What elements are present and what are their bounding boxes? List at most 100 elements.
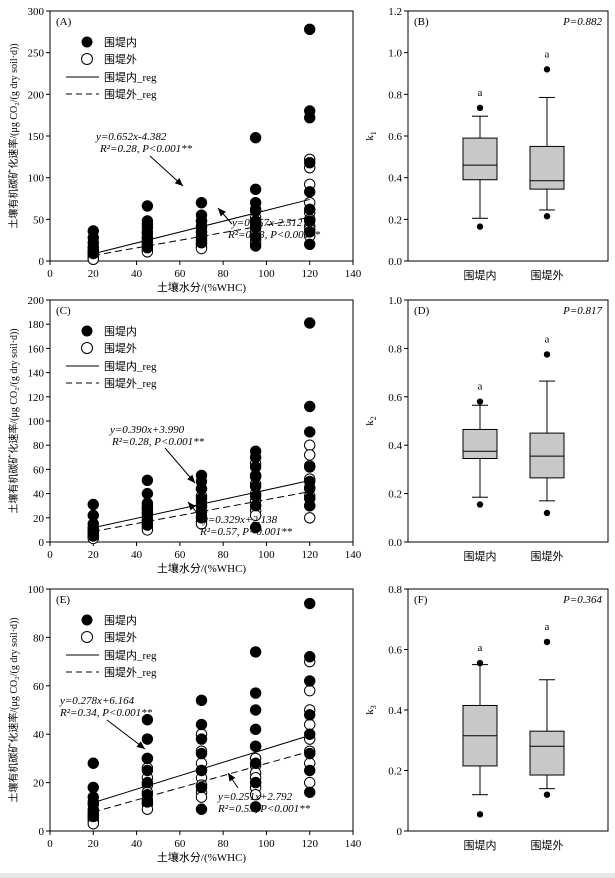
legend-marker-filled	[81, 325, 93, 337]
regression-line-outside	[93, 491, 310, 532]
panel-label: (E)	[56, 594, 70, 606]
y-tick-label: 0.4	[388, 173, 402, 185]
x-tick-label: 120	[301, 549, 318, 561]
y-axis-label: k2	[364, 416, 378, 426]
data-point-inside	[195, 718, 208, 731]
outlier-point	[476, 811, 484, 818]
regression-line-outside	[93, 216, 310, 256]
x-tick-label: 120	[301, 838, 318, 850]
category-label: 围堤外	[531, 550, 564, 563]
data-point-inside	[304, 426, 316, 438]
category-label: 围堤内	[464, 838, 497, 852]
y-tick-label: 120	[28, 392, 45, 404]
data-point-inside	[304, 786, 316, 798]
x-tick-label: 60	[174, 838, 186, 850]
y-tick-label: 50	[33, 214, 45, 226]
data-point-inside	[304, 747, 316, 760]
x-tick-label: 40	[131, 268, 143, 280]
box-iqr	[462, 428, 498, 460]
scatter-panel-1: 0 20 40 60 80 100 120 140 0 20 40 60 80 100 120 140 160 1…	[7, 295, 362, 575]
regression-equation: y=0.652x-4.382	[95, 131, 167, 143]
x-tick-label: 100	[258, 838, 275, 850]
data-point-inside	[249, 131, 262, 144]
x-tick-label: 0	[47, 838, 53, 850]
y-tick-label: 0	[39, 537, 45, 549]
outlier-point	[543, 638, 551, 646]
data-point-inside	[304, 226, 316, 238]
legend-label: 围堤外	[104, 342, 137, 355]
legend-marker-filled	[81, 36, 93, 48]
legend-marker-open	[81, 342, 93, 354]
annotation-arrowhead	[188, 502, 196, 511]
y-tick-label: 0.8	[388, 584, 402, 596]
regression-line-inside	[93, 480, 310, 529]
significance-letter: a	[478, 381, 483, 393]
p-value-label: P=0.882	[562, 16, 602, 28]
annotation-arrowhead	[218, 208, 226, 217]
outlier-point	[543, 791, 551, 798]
data-point-inside	[304, 764, 316, 777]
outlier-point	[476, 659, 484, 667]
y-tick-label: 200	[28, 89, 45, 101]
x-tick-label: 60	[174, 549, 186, 561]
x-tick-label: 40	[131, 549, 143, 561]
x-axis-label: 土壤水分/(%WHC)	[157, 280, 247, 294]
box-iqr	[529, 145, 565, 190]
legend-label: 围堤内	[104, 35, 137, 49]
box-iqr	[529, 432, 565, 479]
panel-label: (C)	[56, 305, 71, 317]
data-point-outside	[304, 449, 316, 461]
data-point-inside	[304, 709, 316, 721]
data-point-inside	[304, 215, 316, 227]
x-tick-label: 140	[345, 838, 362, 850]
data-point-inside	[249, 461, 262, 473]
x-axis-label: 土壤水分/(%WHC)	[157, 850, 247, 864]
x-tick-label: 20	[88, 549, 100, 561]
data-point-inside	[195, 694, 208, 707]
outlier-point	[476, 501, 484, 508]
significance-letter: a	[545, 48, 550, 60]
x-tick-label: 120	[301, 268, 318, 280]
significance-letter: a	[478, 87, 483, 99]
data-point-inside	[249, 240, 262, 252]
data-point-inside	[87, 498, 99, 511]
data-point-inside	[141, 713, 154, 726]
regression-equation: y=0.390x+3.990	[109, 424, 185, 436]
regression-equation: y=0.457x-2.512	[231, 217, 303, 229]
data-point-inside	[141, 796, 154, 808]
data-point-inside	[304, 461, 316, 473]
x-axis-label: 土壤水分/(%WHC)	[157, 561, 247, 575]
data-point-inside	[304, 23, 316, 36]
y-tick-label: 1.0	[388, 295, 402, 307]
regression-equation: y=0.278x+6.164	[59, 695, 135, 707]
data-point-inside	[141, 241, 154, 254]
legend-marker-filled	[81, 614, 93, 626]
data-point-inside	[304, 156, 316, 169]
y-tick-label: 20	[33, 513, 45, 525]
data-point-outside	[304, 776, 316, 789]
legend-label: 围堤外_reg	[104, 377, 157, 390]
data-point-inside	[141, 474, 154, 486]
y-tick-label: 250	[28, 48, 45, 60]
regression-line-inside	[93, 198, 310, 255]
p-value-label: P=0.364	[562, 594, 602, 606]
y-tick-label: 0.6	[388, 392, 402, 404]
y-tick-label: 0.8	[388, 89, 402, 101]
data-point-outside	[304, 718, 316, 731]
data-point-inside	[249, 740, 262, 752]
x-tick-label: 100	[258, 268, 275, 280]
data-point-inside	[141, 764, 154, 777]
data-point-inside	[249, 480, 262, 493]
annotation-arrowhead	[174, 178, 183, 186]
x-tick-label: 0	[47, 549, 53, 561]
y-axis-label: 土壤有机碳矿化速率/(μg CO₂/(g dry soil·d))	[7, 43, 20, 228]
x-tick-label: 80	[218, 838, 230, 850]
data-point-inside	[304, 483, 316, 495]
data-point-inside	[304, 203, 316, 216]
regression-stats: R²=0.28, P<0.001**	[99, 143, 193, 155]
data-point-inside	[304, 675, 316, 687]
data-point-inside	[304, 400, 316, 413]
data-point-outside	[195, 791, 208, 803]
data-point-inside	[304, 186, 316, 198]
y-tick-label: 0.8	[388, 343, 402, 355]
